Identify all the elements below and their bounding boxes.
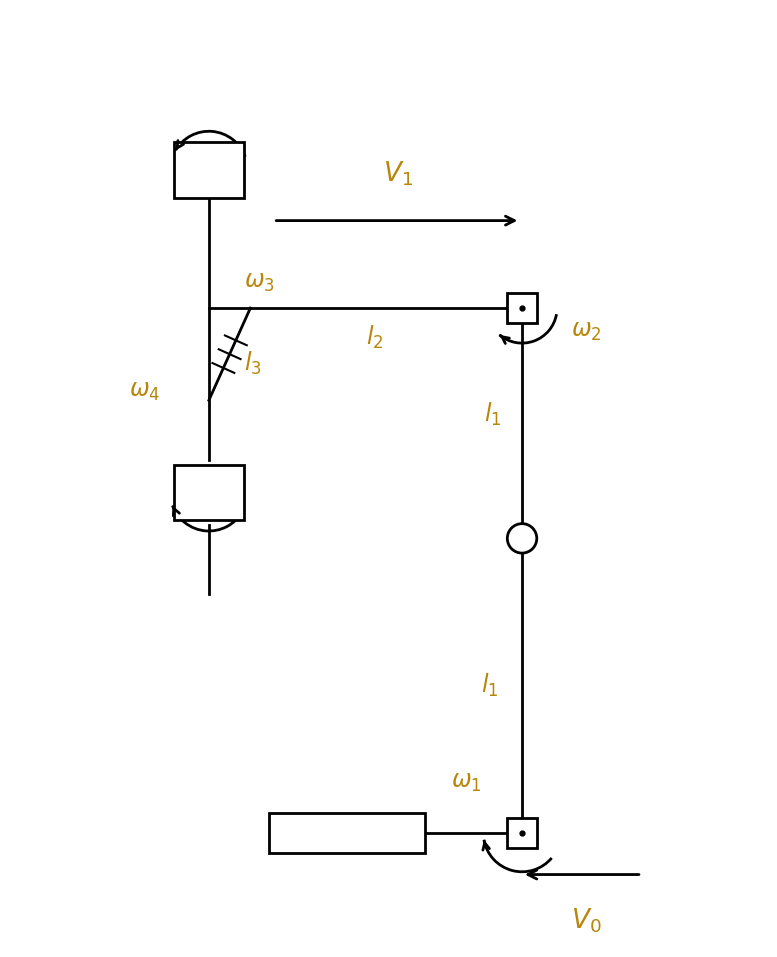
Text: $\omega_3$: $\omega_3$ — [244, 271, 275, 294]
Text: $l_1$: $l_1$ — [484, 400, 501, 428]
Text: $\omega_1$: $\omega_1$ — [451, 771, 482, 794]
Bar — [174, 465, 244, 520]
Circle shape — [507, 523, 537, 553]
Text: $l_3$: $l_3$ — [244, 349, 262, 377]
Bar — [507, 818, 537, 848]
Bar — [507, 294, 537, 323]
Bar — [174, 143, 244, 197]
Text: $V_1$: $V_1$ — [383, 160, 413, 189]
Text: $\omega_4$: $\omega_4$ — [129, 380, 160, 403]
Bar — [269, 812, 425, 854]
Text: $l_2$: $l_2$ — [366, 324, 383, 351]
Text: $V_0$: $V_0$ — [571, 907, 602, 935]
Text: $\omega_2$: $\omega_2$ — [571, 320, 602, 343]
Text: $l_1$: $l_1$ — [481, 672, 499, 700]
